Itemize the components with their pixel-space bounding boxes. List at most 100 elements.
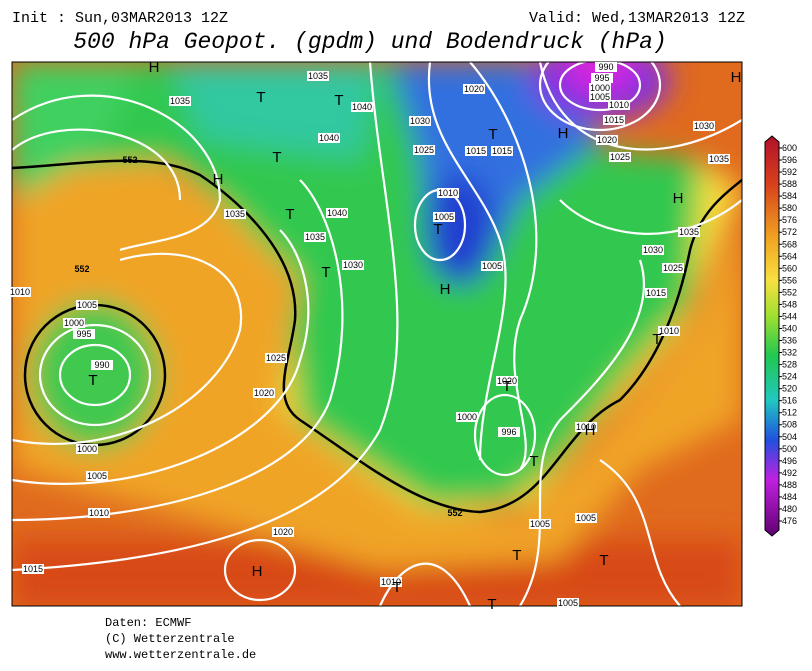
pressure-center: T	[488, 126, 497, 143]
pressure-center: T	[652, 331, 661, 348]
colorbar-label: 560	[782, 263, 797, 273]
isobar-label: 1030	[410, 116, 430, 126]
isobar-label-bg	[265, 353, 287, 363]
isobar-label: 995	[594, 73, 609, 83]
isobar-label-bg	[63, 318, 85, 328]
isobar-label-bg	[22, 564, 44, 574]
isobar-label-bg	[608, 100, 630, 110]
isobar-label: 1010	[10, 287, 30, 297]
isobar-label-bg	[307, 71, 329, 81]
pressure-center: H	[252, 563, 263, 580]
isobar-label: 990	[598, 62, 613, 72]
isobar-label-bg	[658, 326, 680, 336]
isobar-label: 1040	[352, 102, 372, 112]
isobar-label: 1005	[558, 598, 578, 608]
pressure-center: T	[392, 579, 401, 596]
pressure-center: T	[487, 596, 496, 613]
isobar-label: 1035	[305, 232, 325, 242]
isobar-label-bg	[318, 133, 340, 143]
colorbar-label: 600	[782, 143, 797, 153]
pressure-center: T	[321, 264, 330, 281]
pressure-center: T	[285, 206, 294, 223]
contour-label: 552	[74, 264, 89, 274]
isobar-label: 1005	[434, 212, 454, 222]
contour-label: 552	[122, 155, 137, 165]
isobar-label: 1035	[679, 227, 699, 237]
isobar-label-bg	[645, 288, 667, 298]
isobar-label: 1000	[590, 83, 610, 93]
pressure-center: T	[334, 92, 343, 109]
isobar-label: 1005	[77, 300, 97, 310]
map-title: 500 hPa Geopot. (gpdm) und Bodendruck (h…	[73, 29, 667, 55]
colorbar-label: 520	[782, 384, 797, 394]
map	[12, 62, 742, 606]
colorbar-label: 504	[782, 432, 797, 442]
isobar-label: 1030	[643, 245, 663, 255]
pressure-center: T	[433, 221, 442, 238]
url: www.wetterzentrale.de	[105, 648, 256, 662]
isobar-label: 1005	[576, 513, 596, 523]
pressure-center: H	[585, 422, 596, 439]
colorbar-label: 516	[782, 396, 797, 406]
colorbar-label: 580	[782, 203, 797, 213]
isobar-label-bg	[224, 209, 246, 219]
isobar-label: 1025	[663, 263, 683, 273]
isobar-label-bg	[693, 121, 715, 131]
isobar-label: 1005	[87, 471, 107, 481]
isobar-label: 1025	[266, 353, 286, 363]
isobar-label: 1000	[457, 412, 477, 422]
colorbar-label: 508	[782, 420, 797, 430]
isobar-label-bg	[708, 154, 730, 164]
isobar-label-bg	[662, 263, 684, 273]
isobar-label-bg	[575, 513, 597, 523]
colorbar-label: 536	[782, 336, 797, 346]
isobar-label-bg	[326, 208, 348, 218]
isobar-label-bg	[465, 146, 487, 156]
colorbar-label: 540	[782, 323, 797, 333]
contour-label: 552	[447, 508, 462, 518]
colorbar-label: 500	[782, 444, 797, 454]
isobar-label-bg	[456, 412, 478, 422]
isobar-label: 1005	[590, 92, 610, 102]
isobar-label-bg	[91, 360, 113, 370]
colorbar-label: 576	[782, 215, 797, 225]
isobar-label-bg	[76, 300, 98, 310]
isobar-label: 1030	[694, 121, 714, 131]
isobar-label: 996	[501, 427, 516, 437]
isobar-label: 1025	[414, 145, 434, 155]
isobar-label-bg	[642, 245, 664, 255]
isobar-label: 1015	[492, 146, 512, 156]
isobar-label-bg	[380, 577, 402, 587]
isobar-label-bg	[304, 232, 326, 242]
isobar-label: 1000	[77, 444, 97, 454]
isobar-label: 1010	[659, 326, 679, 336]
isobar-label-bg	[575, 422, 597, 432]
pressure-center: T	[529, 453, 538, 470]
isobar-label-bg	[589, 83, 611, 93]
isobar-label: 1015	[23, 564, 43, 574]
isobar-label-bg	[496, 376, 518, 386]
pressure-center: H	[731, 69, 742, 86]
isobar-label-bg	[498, 427, 520, 437]
isobar-label-bg	[437, 188, 459, 198]
copyright: (C) Wetterzentrale	[105, 632, 235, 646]
pressure-center: H	[213, 171, 224, 188]
pressure-center: T	[88, 372, 97, 389]
colorbar-label: 552	[782, 287, 797, 297]
isobar-label: 995	[76, 329, 91, 339]
isobar-label: 1040	[319, 133, 339, 143]
isobar-label: 1030	[343, 260, 363, 270]
colorbar-label: 496	[782, 456, 797, 466]
isobar-label: 990	[94, 360, 109, 370]
pressure-center: T	[256, 89, 265, 106]
isobar-label: 1020	[464, 84, 484, 94]
isobar-label: 1010	[438, 188, 458, 198]
isobar-label-bg	[86, 471, 108, 481]
isobar-label: 1020	[254, 388, 274, 398]
colorbar-label: 588	[782, 179, 797, 189]
isobar-label-bg	[595, 62, 617, 72]
colorbar-label: 492	[782, 468, 797, 478]
pressure-center: H	[149, 59, 160, 76]
colorbar	[764, 135, 780, 537]
isobar-label-bg	[609, 152, 631, 162]
